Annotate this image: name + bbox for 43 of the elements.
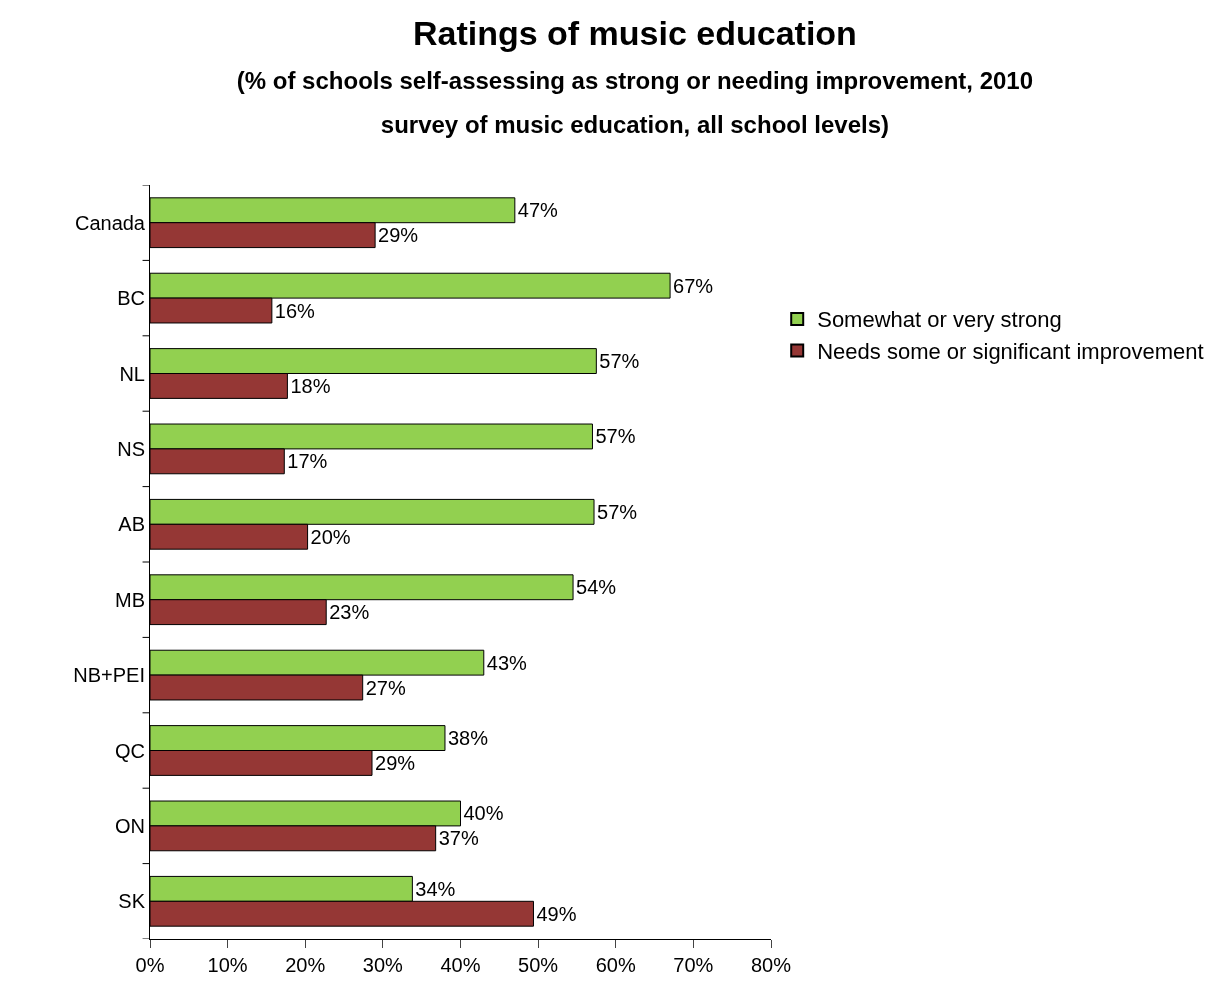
- x-tick-label: 40%: [440, 954, 481, 976]
- x-tick-label: 0%: [135, 954, 165, 976]
- x-tick-label: 50%: [518, 954, 559, 976]
- x-tick-label: 70%: [673, 954, 714, 976]
- data-label: 38%: [447, 727, 489, 750]
- x-tick-label: 30%: [362, 954, 404, 976]
- data-label: 29%: [375, 751, 416, 774]
- data-label: 37%: [438, 827, 479, 850]
- y-tick-label: SK: [118, 890, 146, 913]
- y-tick-label: MB: [115, 588, 145, 611]
- data-label: 17%: [287, 450, 328, 473]
- x-tick-label: 60%: [595, 954, 636, 976]
- legend-label: Needs some or significant improvement: [817, 339, 1204, 365]
- data-label: 18%: [290, 374, 331, 397]
- data-label: 67%: [673, 274, 714, 297]
- data-label: 49%: [536, 902, 577, 925]
- x-tick-label: 20%: [285, 954, 326, 976]
- data-label: 34%: [415, 877, 456, 900]
- y-tick-label: NL: [119, 362, 145, 385]
- data-label: 16%: [274, 299, 316, 322]
- data-label: 23%: [329, 601, 370, 624]
- data-label: 47%: [517, 199, 559, 222]
- data-label: 57%: [597, 500, 638, 523]
- y-tick-label: ON: [115, 814, 145, 837]
- y-tick-label: BC: [117, 287, 145, 310]
- y-tick-label: NB+PEI: [73, 664, 145, 687]
- data-label: 20%: [310, 525, 351, 548]
- data-label: 43%: [486, 651, 528, 674]
- chart-subtitle: (% of schools self-assessing as strong or needing improvement, 2010 survey of music education, all school levels): [236, 67, 1034, 139]
- data-label: 27%: [365, 676, 406, 699]
- y-tick-label: AB: [118, 513, 145, 536]
- y-tick-label: QC: [115, 739, 145, 762]
- x-tick-label: 80%: [750, 954, 792, 976]
- data-label: 40%: [463, 802, 504, 825]
- y-tick-label: NS: [117, 437, 145, 460]
- data-label: 29%: [378, 224, 419, 247]
- chart-title: Ratings of music education: [412, 13, 857, 52]
- x-tick-label: 10%: [207, 954, 248, 976]
- data-label: 57%: [595, 425, 636, 448]
- legend-label: Somewhat or very strong: [817, 307, 1062, 333]
- data-label: 54%: [576, 576, 617, 599]
- data-label: 57%: [599, 350, 640, 373]
- y-tick-label: Canada: [74, 211, 146, 234]
